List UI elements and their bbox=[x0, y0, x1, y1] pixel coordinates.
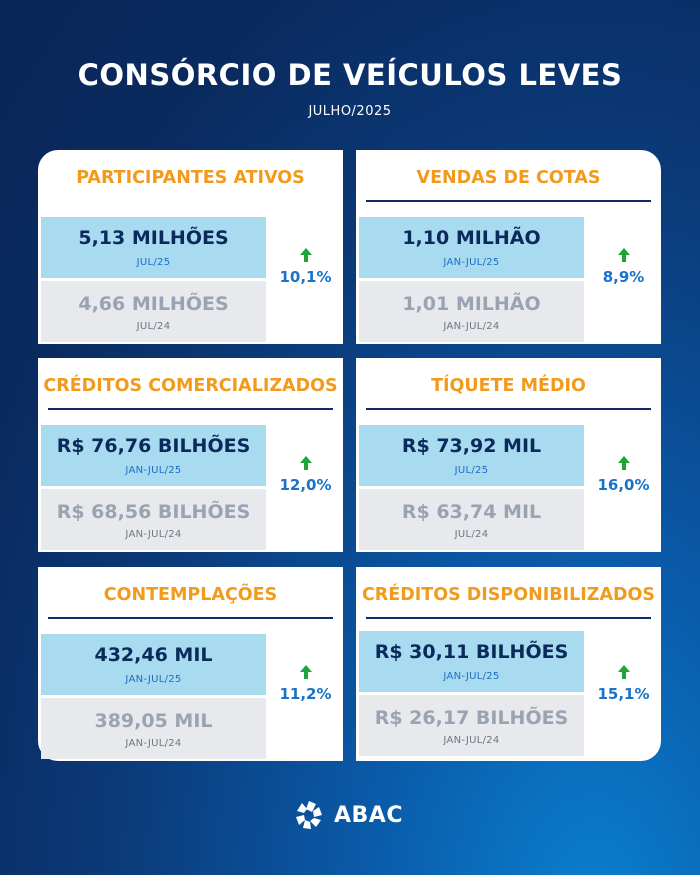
current-value: 5,13 MILHÕES bbox=[78, 227, 229, 249]
growth-indicator: 10,1% bbox=[268, 248, 343, 286]
growth-percent: 10,1% bbox=[279, 268, 332, 286]
card-creditos-disponibilizados: CRÉDITOS DISPONIBILIZADOS R$ 30,11 BILHÕ… bbox=[356, 567, 661, 761]
previous-period: JAN-JUL/24 bbox=[125, 529, 182, 540]
title-divider bbox=[366, 408, 651, 410]
growth-percent: 15,1% bbox=[597, 685, 650, 703]
current-value-box: R$ 73,92 MIL JUL/25 bbox=[359, 425, 584, 486]
current-value: 432,46 MIL bbox=[94, 644, 213, 666]
arrow-up-icon bbox=[299, 456, 312, 470]
arrow-up-icon bbox=[617, 665, 630, 679]
previous-value-box: 4,66 MILHÕES JUL/24 bbox=[41, 281, 266, 342]
arrow-up-icon bbox=[299, 665, 312, 679]
previous-value-box: R$ 63,74 MIL JUL/24 bbox=[359, 489, 584, 550]
card-creditos-comercializados: CRÉDITOS COMERCIALIZADOS R$ 76,76 BILHÕE… bbox=[38, 358, 343, 552]
previous-value: R$ 63,74 MIL bbox=[401, 501, 542, 523]
arrow-up-icon bbox=[617, 248, 630, 262]
current-period: JUL/25 bbox=[136, 257, 171, 268]
growth-percent: 12,0% bbox=[279, 476, 332, 494]
current-value-box: 1,10 MILHÃO JAN-JUL/25 bbox=[359, 217, 584, 278]
arrow-up-icon bbox=[617, 456, 630, 470]
previous-value-box: R$ 68,56 BILHÕES JAN-JUL/24 bbox=[41, 489, 266, 550]
page-subtitle: JULHO/2025 bbox=[308, 104, 392, 119]
previous-value-box: 1,01 MILHÃO JAN-JUL/24 bbox=[359, 281, 584, 342]
previous-period: JAN-JUL/24 bbox=[125, 738, 182, 749]
previous-period: JAN-JUL/24 bbox=[443, 735, 500, 746]
card-title: PARTICIPANTES ATIVOS bbox=[76, 168, 305, 188]
previous-value: 4,66 MILHÕES bbox=[78, 293, 229, 315]
card-contemplacoes: CONTEMPLAÇÕES 432,46 MIL JAN-JUL/25 389,… bbox=[38, 567, 343, 761]
growth-indicator: 8,9% bbox=[586, 248, 661, 286]
card-vendas-de-cotas: VENDAS DE COTAS 1,10 MILHÃO JAN-JUL/25 1… bbox=[356, 150, 661, 344]
current-value-box: R$ 76,76 BILHÕES JAN-JUL/25 bbox=[41, 425, 266, 486]
card-title: CRÉDITOS COMERCIALIZADOS bbox=[43, 376, 338, 396]
logo-text: ABAC bbox=[334, 802, 403, 828]
previous-value: R$ 68,56 BILHÕES bbox=[56, 501, 251, 523]
card-title: CRÉDITOS DISPONIBILIZADOS bbox=[361, 585, 656, 605]
card-tiquete-medio: TÍQUETE MÉDIO R$ 73,92 MIL JUL/25 R$ 63,… bbox=[356, 358, 661, 552]
page-title: CONSÓRCIO DE VEÍCULOS LEVES bbox=[77, 58, 623, 92]
previous-value: 389,05 MIL bbox=[94, 710, 213, 732]
current-period: JAN-JUL/25 bbox=[443, 671, 500, 682]
current-value: R$ 30,11 BILHÕES bbox=[374, 641, 569, 663]
growth-indicator: 11,2% bbox=[268, 665, 343, 703]
growth-indicator: 15,1% bbox=[586, 665, 661, 703]
growth-percent: 8,9% bbox=[602, 268, 645, 286]
growth-percent: 16,0% bbox=[597, 476, 650, 494]
current-value-box: R$ 30,11 BILHÕES JAN-JUL/25 bbox=[359, 631, 584, 692]
current-period: JAN-JUL/25 bbox=[125, 465, 182, 476]
previous-period: JAN-JUL/24 bbox=[443, 321, 500, 332]
title-divider bbox=[48, 408, 333, 410]
title-divider bbox=[48, 617, 333, 619]
current-period: JAN-JUL/25 bbox=[125, 674, 182, 685]
current-period: JUL/25 bbox=[454, 465, 489, 476]
previous-value: R$ 26,17 BILHÕES bbox=[374, 707, 569, 729]
card-participantes-ativos: PARTICIPANTES ATIVOS 5,13 MILHÕES JUL/25… bbox=[38, 150, 343, 344]
current-value: 1,10 MILHÃO bbox=[402, 227, 541, 249]
abac-logo-icon bbox=[296, 801, 322, 829]
card-title: TÍQUETE MÉDIO bbox=[431, 376, 586, 396]
current-value: R$ 76,76 BILHÕES bbox=[56, 435, 251, 457]
previous-value-box: 389,05 MIL JAN-JUL/24 bbox=[41, 698, 266, 759]
growth-indicator: 12,0% bbox=[268, 456, 343, 494]
previous-period: JUL/24 bbox=[454, 529, 489, 540]
title-divider bbox=[366, 617, 651, 619]
abac-logo: ABAC bbox=[292, 798, 403, 832]
current-value: R$ 73,92 MIL bbox=[401, 435, 542, 457]
growth-indicator: 16,0% bbox=[586, 456, 661, 494]
title-divider bbox=[366, 200, 651, 202]
previous-value-box: R$ 26,17 BILHÕES JAN-JUL/24 bbox=[359, 695, 584, 756]
card-title: VENDAS DE COTAS bbox=[416, 168, 601, 188]
growth-percent: 11,2% bbox=[279, 685, 332, 703]
current-period: JAN-JUL/25 bbox=[443, 257, 500, 268]
current-value-box: 5,13 MILHÕES JUL/25 bbox=[41, 217, 266, 278]
current-value-box: 432,46 MIL JAN-JUL/25 bbox=[41, 634, 266, 695]
previous-period: JUL/24 bbox=[136, 321, 171, 332]
arrow-up-icon bbox=[299, 248, 312, 262]
previous-value: 1,01 MILHÃO bbox=[402, 293, 541, 315]
card-title: CONTEMPLAÇÕES bbox=[103, 585, 278, 605]
